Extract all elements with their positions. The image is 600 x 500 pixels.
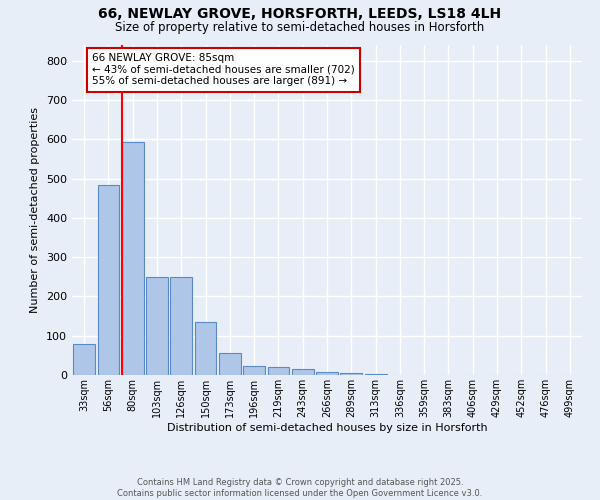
X-axis label: Distribution of semi-detached houses by size in Horsforth: Distribution of semi-detached houses by … xyxy=(167,422,487,432)
Text: 66, NEWLAY GROVE, HORSFORTH, LEEDS, LS18 4LH: 66, NEWLAY GROVE, HORSFORTH, LEEDS, LS18… xyxy=(98,8,502,22)
Bar xyxy=(243,366,265,375)
Bar xyxy=(340,373,362,375)
Text: Size of property relative to semi-detached houses in Horsforth: Size of property relative to semi-detach… xyxy=(115,21,485,34)
Bar xyxy=(292,369,314,375)
Bar xyxy=(73,344,95,375)
Bar xyxy=(365,374,386,375)
Text: Contains HM Land Registry data © Crown copyright and database right 2025.
Contai: Contains HM Land Registry data © Crown c… xyxy=(118,478,482,498)
Bar xyxy=(316,372,338,375)
Bar xyxy=(170,277,192,375)
Bar xyxy=(97,185,119,375)
Bar xyxy=(194,322,217,375)
Bar xyxy=(146,277,168,375)
Bar xyxy=(268,367,289,375)
Bar xyxy=(122,142,143,375)
Text: 66 NEWLAY GROVE: 85sqm
← 43% of semi-detached houses are smaller (702)
55% of se: 66 NEWLAY GROVE: 85sqm ← 43% of semi-det… xyxy=(92,53,355,86)
Bar xyxy=(219,354,241,375)
Y-axis label: Number of semi-detached properties: Number of semi-detached properties xyxy=(31,107,40,313)
